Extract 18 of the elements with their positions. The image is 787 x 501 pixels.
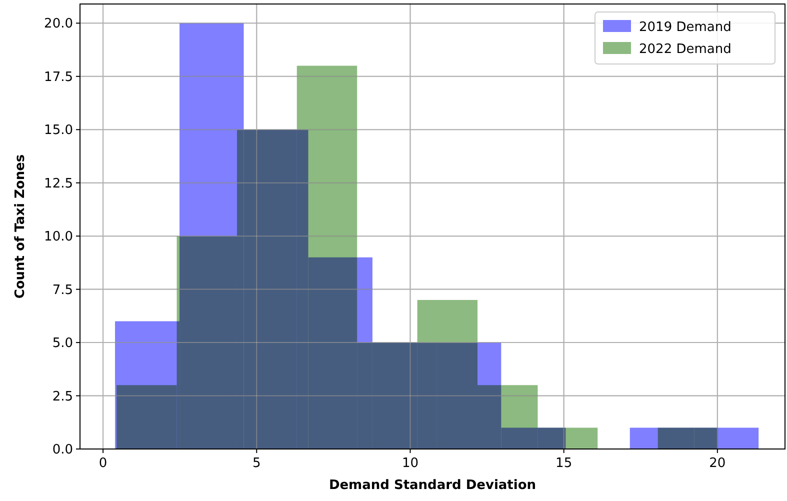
y-tick-label: 0.0 [52,442,73,458]
y-tick-label: 10.0 [44,230,73,245]
y-tick-label: 5.0 [52,336,73,352]
legend-label: 2019 Demand [639,20,732,35]
x-tick-label: 10 [402,456,418,471]
x-tick-label: 5 [252,456,261,471]
y-tick-label: 7.5 [52,282,73,298]
y-tick-label: 2.5 [52,389,73,404]
y-tick-label: 15.0 [44,123,73,138]
y-axis-title: Count of Taxi Zones [13,154,28,299]
x-tick-label: 20 [709,456,726,471]
x-axis-title: Demand Standard Deviation [328,478,536,493]
legend-label: 2022 Demand [639,42,732,57]
y-tick-label: 12.5 [44,176,73,192]
y-tick-label: 20.0 [44,16,73,32]
x-tick-label: 0 [98,456,108,471]
x-tick-label: 15 [556,456,572,471]
y-tick-label: 17.5 [44,70,73,85]
